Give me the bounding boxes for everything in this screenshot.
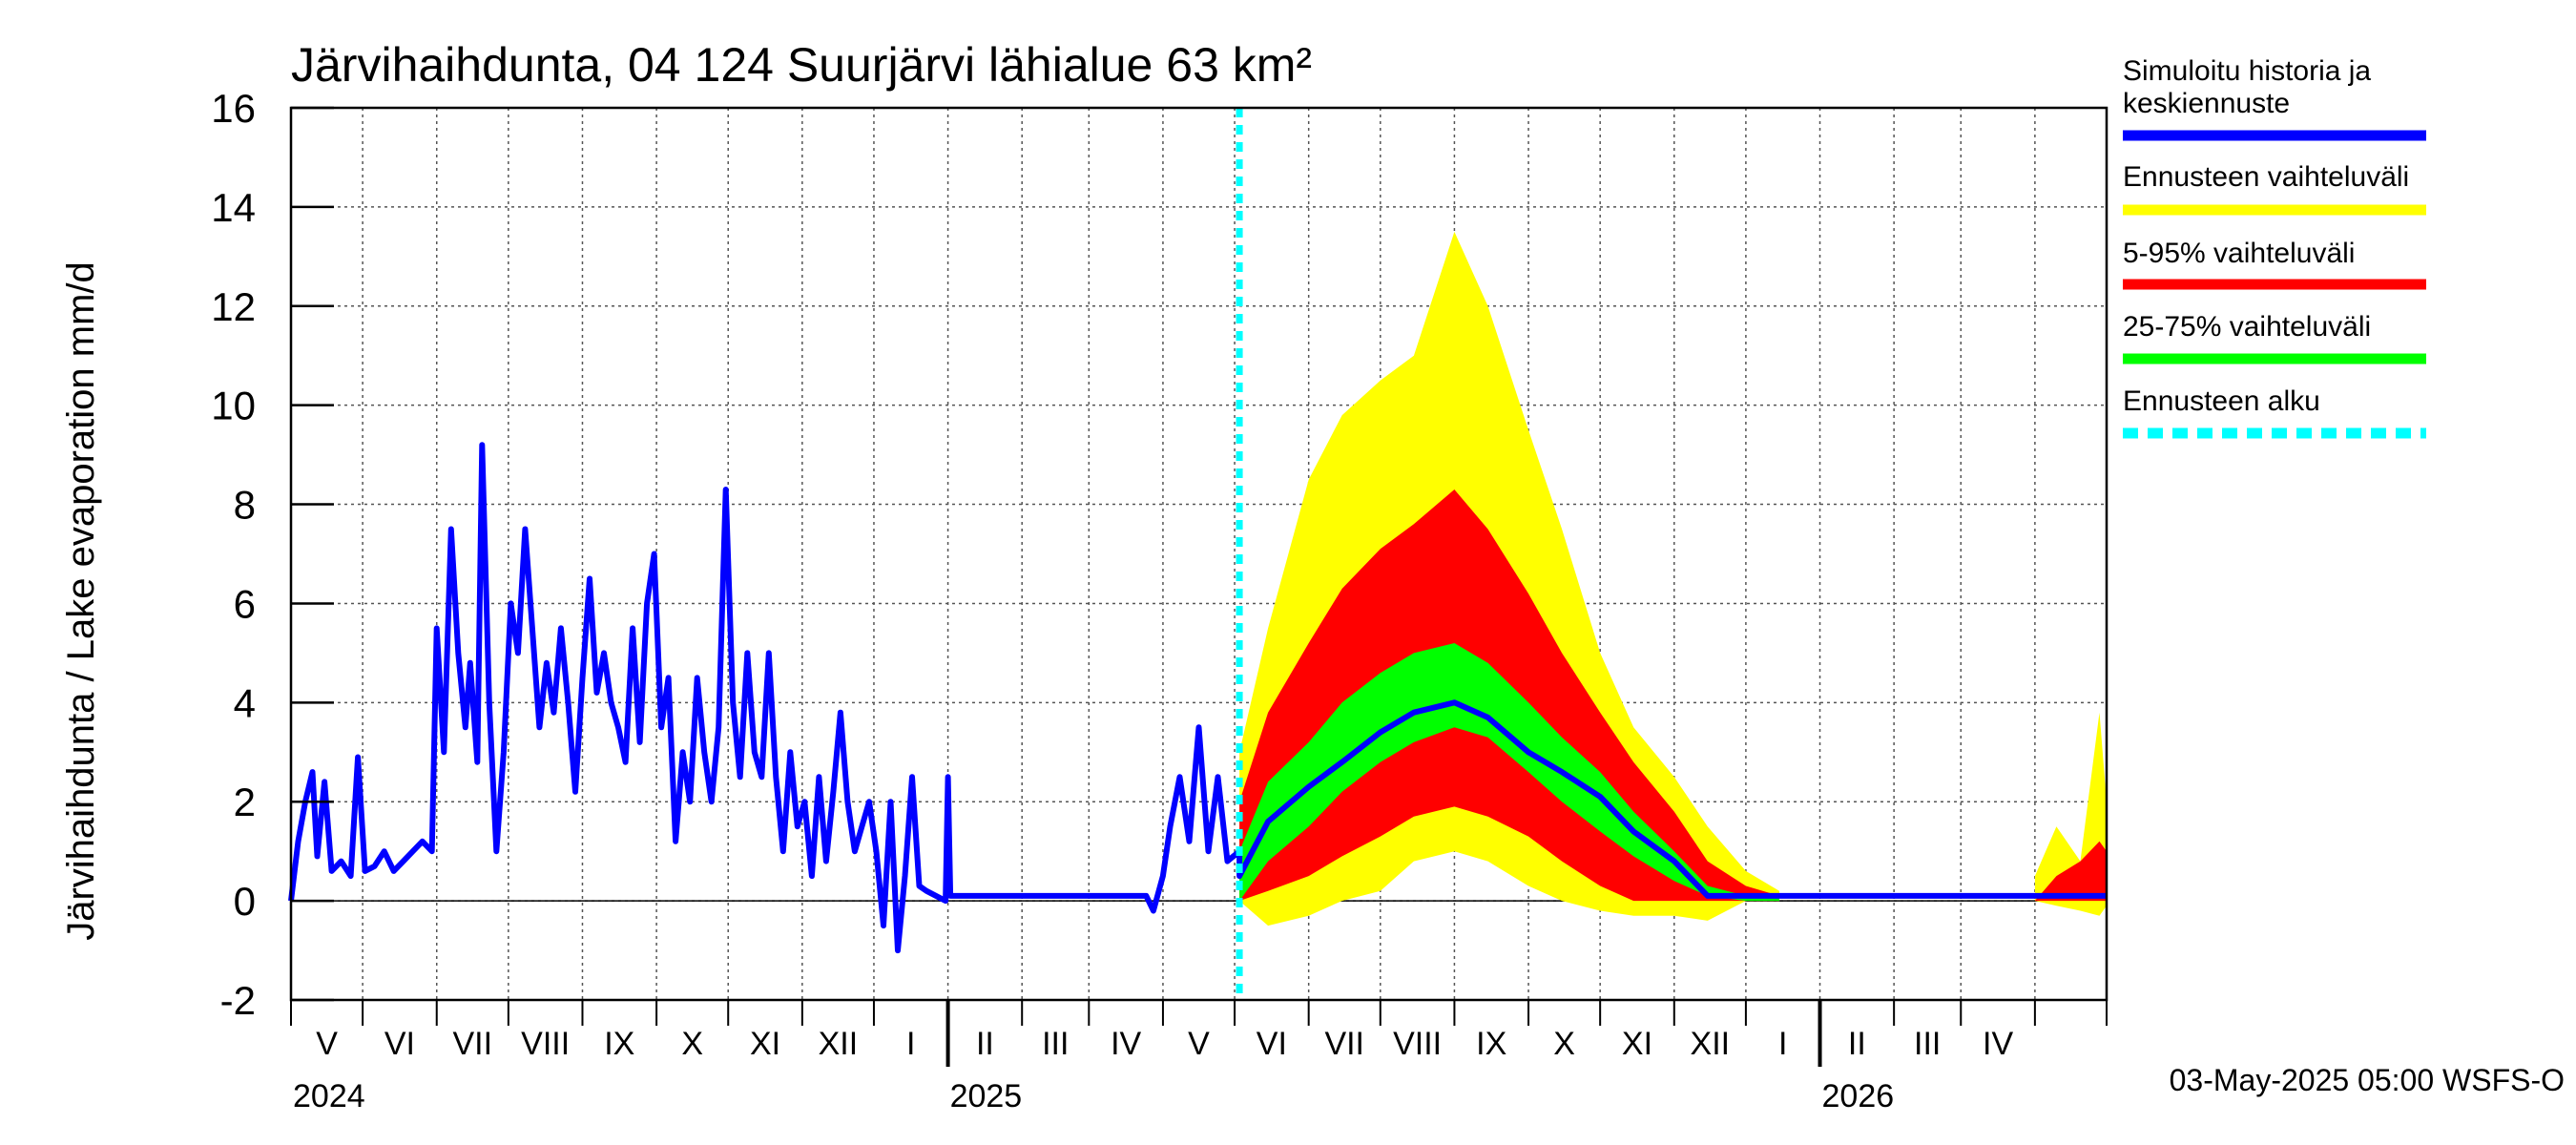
- x-month-label: VII: [453, 1026, 493, 1062]
- legend-label: Ennusteen vaihteluväli: [2123, 161, 2409, 193]
- y-axis-label: Järvihaihdunta / Lake evaporation mm/d: [60, 261, 102, 941]
- x-month-label: XII: [819, 1026, 859, 1062]
- plot-frame: [289, 106, 2109, 1002]
- x-month-label: III: [1914, 1026, 1941, 1062]
- y-tick-label: 14: [211, 185, 256, 230]
- x-month-label: VII: [1324, 1026, 1364, 1062]
- x-month-label: IX: [604, 1026, 634, 1062]
- x-month-label: V: [316, 1026, 338, 1062]
- history-series: [288, 108, 2107, 1000]
- x-month-label: IV: [1983, 1026, 2013, 1062]
- x-year-label: 2024: [293, 1078, 365, 1114]
- y-tick-label: 4: [234, 680, 256, 725]
- x-month-label: VIII: [1393, 1026, 1442, 1062]
- footer-timestamp: 03-May-2025 05:00 WSFS-O: [2170, 1063, 2565, 1097]
- band-spring-2026-5-95: [2034, 841, 2107, 902]
- y-tick-label: 0: [234, 879, 256, 924]
- y-tick-label: -2: [220, 978, 256, 1023]
- x-month-label: II: [976, 1026, 994, 1062]
- y-tick-label: 10: [211, 384, 256, 428]
- legend-label: Ennusteen alku: [2123, 385, 2320, 417]
- legend-label: 5-95% vaihteluväli: [2123, 238, 2355, 269]
- x-month-label: XII: [1691, 1026, 1731, 1062]
- chart-title: Järvihaihdunta, 04 124 Suurjärvi lähialu…: [291, 38, 1312, 92]
- forecast-bands: [1239, 231, 2107, 926]
- x-month-label: I: [906, 1026, 915, 1062]
- legend-label: keskiennuste: [2123, 88, 2290, 119]
- y-tick-label: 6: [234, 581, 256, 626]
- x-month-label: IX: [1476, 1026, 1506, 1062]
- x-month-label: V: [1188, 1026, 1210, 1062]
- x-month-label: VIII: [521, 1026, 570, 1062]
- x-month-label: VI: [1257, 1026, 1287, 1062]
- x-year-label: 2026: [1822, 1078, 1895, 1114]
- x-month-label: X: [1553, 1026, 1575, 1062]
- y-tick-label: 2: [234, 780, 256, 824]
- x-year-label: 2025: [950, 1078, 1023, 1114]
- y-tick-label: 8: [234, 483, 256, 528]
- x-month-label: I: [1778, 1026, 1787, 1062]
- x-month-label: XI: [1622, 1026, 1652, 1062]
- legend-label: Simuloitu historia ja: [2123, 55, 2371, 87]
- legend-label: 25-75% vaihteluväli: [2123, 311, 2371, 343]
- x-month-label: X: [681, 1026, 703, 1062]
- x-month-label: VI: [384, 1026, 415, 1062]
- y-tick-label: 12: [211, 284, 256, 329]
- grid-lines: [291, 107, 2108, 1001]
- y-tick-label: 16: [211, 86, 256, 131]
- x-month-label: III: [1042, 1026, 1069, 1062]
- x-month-label: XI: [750, 1026, 780, 1062]
- series-simuloitu-historia: [288, 442, 2107, 954]
- x-month-label: II: [1848, 1026, 1866, 1062]
- x-month-label: IV: [1111, 1026, 1141, 1062]
